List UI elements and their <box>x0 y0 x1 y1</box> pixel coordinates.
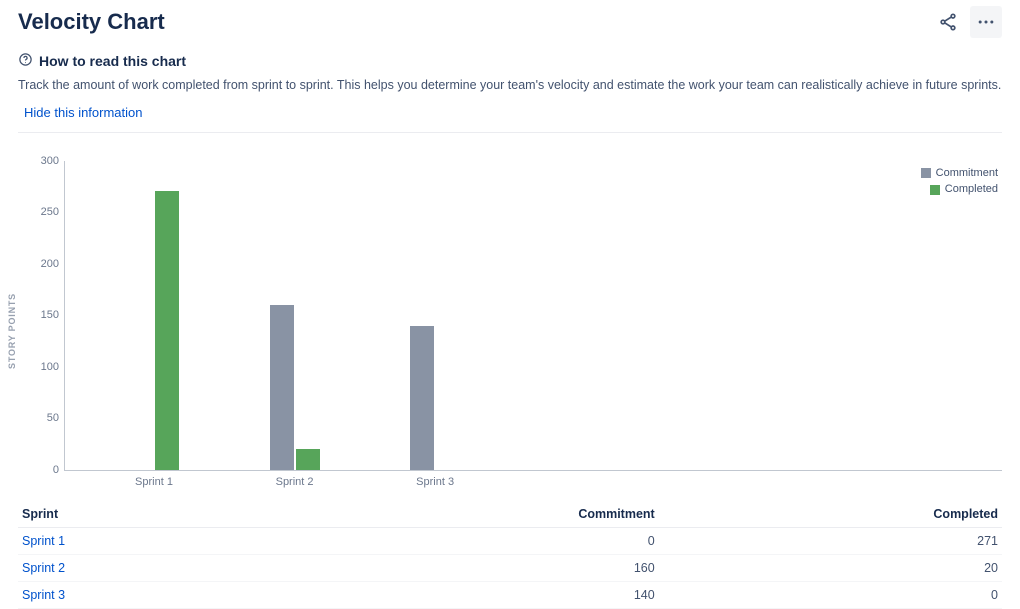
share-icon[interactable] <box>932 6 964 38</box>
help-icon <box>18 52 33 70</box>
x-tick: Sprint 1 <box>135 476 173 488</box>
col-commitment: Commitment <box>260 501 659 528</box>
completed-cell: 20 <box>659 554 1002 581</box>
legend-label: Completed <box>945 181 998 198</box>
commitment-cell: 140 <box>260 581 659 608</box>
chart-bar[interactable] <box>155 191 179 470</box>
chart-bar[interactable] <box>296 449 320 470</box>
y-tick: 50 <box>25 412 59 424</box>
chart-legend: CommitmentCompleted <box>921 165 998 198</box>
commitment-cell: 0 <box>260 527 659 554</box>
table-row: Sprint 10271 <box>18 527 1002 554</box>
col-sprint: Sprint <box>18 501 260 528</box>
legend-item: Commitment <box>921 165 998 182</box>
velocity-chart: STORY POINTS CommitmentCompleted 0501001… <box>18 161 1002 491</box>
legend-swatch-icon <box>921 168 931 178</box>
commitment-cell: 160 <box>260 554 659 581</box>
x-tick: Sprint 2 <box>276 476 314 488</box>
info-section: How to read this chart Track the amount … <box>18 52 1002 120</box>
x-tick: Sprint 3 <box>416 476 454 488</box>
legend-label: Commitment <box>936 165 998 182</box>
y-tick: 300 <box>25 155 59 167</box>
table-row: Sprint 216020 <box>18 554 1002 581</box>
velocity-table: Sprint Commitment Completed Sprint 10271… <box>18 501 1002 609</box>
more-actions-icon[interactable] <box>970 6 1002 38</box>
info-description: Track the amount of work completed from … <box>18 76 1002 95</box>
legend-swatch-icon <box>930 185 940 195</box>
chart-bar[interactable] <box>410 326 434 470</box>
page-header: Velocity Chart <box>18 0 1002 38</box>
legend-item: Completed <box>921 181 998 198</box>
completed-cell: 0 <box>659 581 1002 608</box>
info-heading: How to read this chart <box>39 53 186 69</box>
y-tick: 0 <box>25 464 59 476</box>
section-divider <box>18 132 1002 133</box>
hide-info-link[interactable]: Hide this information <box>24 105 143 120</box>
table-header-row: Sprint Commitment Completed <box>18 501 1002 528</box>
col-completed: Completed <box>659 501 1002 528</box>
sprint-link[interactable]: Sprint 1 <box>18 527 260 554</box>
y-tick: 250 <box>25 206 59 218</box>
completed-cell: 271 <box>659 527 1002 554</box>
chart-plot-area: CommitmentCompleted 050100150200250300Sp… <box>64 161 1002 471</box>
info-heading-row: How to read this chart <box>18 52 1002 70</box>
table-row: Sprint 31400 <box>18 581 1002 608</box>
y-tick: 200 <box>25 258 59 270</box>
chart-bar[interactable] <box>270 305 294 470</box>
sprint-link[interactable]: Sprint 2 <box>18 554 260 581</box>
page-title: Velocity Chart <box>18 9 165 35</box>
y-axis-label: STORY POINTS <box>7 293 17 369</box>
header-actions <box>932 6 1002 38</box>
y-tick: 100 <box>25 361 59 373</box>
y-tick: 150 <box>25 309 59 321</box>
sprint-link[interactable]: Sprint 3 <box>18 581 260 608</box>
